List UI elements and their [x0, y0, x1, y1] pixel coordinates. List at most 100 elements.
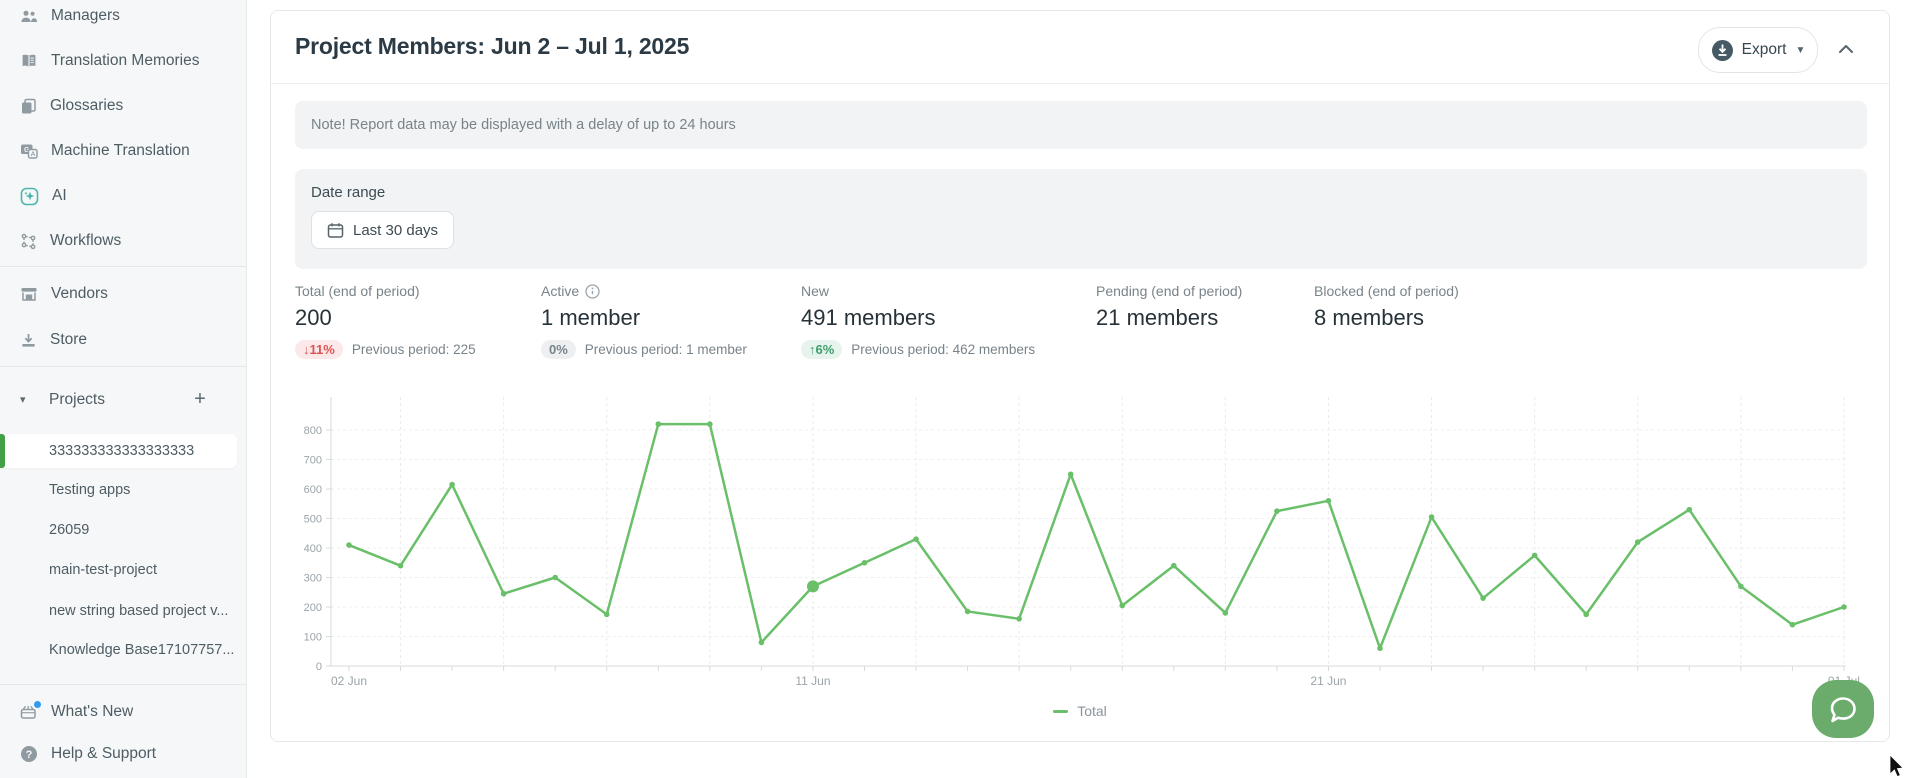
note-banner: Note! Report data may be displayed with …: [295, 101, 1867, 149]
note-text: Note! Report data may be displayed with …: [311, 117, 736, 133]
export-download-icon: [1711, 39, 1734, 62]
stat-total: Total (end of period) 200 ↓11% Previous …: [295, 283, 476, 359]
svg-text:400: 400: [304, 543, 322, 555]
projects-section-header: ▾ Projects +: [0, 378, 246, 422]
svg-text:700: 700: [304, 455, 322, 467]
workflows-icon: [20, 233, 37, 250]
sidebar-item-label: Vendors: [51, 285, 108, 302]
project-item-label: Knowledge Base17107757...: [49, 642, 235, 658]
svg-text:0: 0: [316, 661, 322, 673]
page-title: Project Members: Jun 2 – Jul 1, 2025: [295, 33, 690, 59]
stat-label: Blocked (end of period): [1314, 283, 1459, 299]
sidebar-item-glossaries[interactable]: Glossaries: [0, 84, 246, 128]
chart-legend-item[interactable]: Total: [271, 703, 1889, 719]
stat-value: 491 members: [801, 305, 936, 330]
sidebar-project-item[interactable]: Knowledge Base17107757...: [0, 630, 246, 670]
sidebar-project-item-selected[interactable]: 333333333333333333: [0, 434, 237, 468]
stat-new: New 491 members ↑6% Previous period: 462…: [801, 283, 1035, 359]
svg-text:A: A: [31, 151, 36, 158]
sidebar-item-whats-new[interactable]: What's New: [0, 690, 246, 734]
svg-text:800: 800: [304, 425, 322, 437]
sidebar-item-translation-memories[interactable]: Translation Memories: [0, 39, 246, 83]
sidebar-item-workflows[interactable]: Workflows: [0, 219, 246, 263]
project-item-label: Testing apps: [49, 482, 131, 498]
stat-active: Active 1 member 0% Previous period: 1 me…: [541, 283, 747, 359]
managers-icon: [20, 9, 38, 24]
chat-bubble-icon: [1830, 697, 1856, 723]
sidebar-item-vendors[interactable]: Vendors: [0, 272, 246, 316]
export-button[interactable]: Export ▼: [1698, 27, 1818, 73]
date-range-panel: Date range Last 30 days: [295, 169, 1867, 269]
svg-text:?: ?: [26, 749, 33, 761]
chevron-down-icon: ▼: [1795, 44, 1806, 56]
members-line-chart: 0 100 200 300 400 500 600 700 800 02 Jun 11 Jun 21 …: [304, 397, 1860, 688]
sidebar-item-label: Translation Memories: [51, 52, 200, 69]
previous-period: Previous period: 225: [351, 342, 476, 357]
project-item-label: new string based project v...: [49, 603, 229, 619]
previous-period: Previous period: 1 member: [584, 342, 747, 357]
sidebar-item-label: Workflows: [50, 232, 122, 249]
whats-new-icon: [20, 701, 41, 720]
svg-text:21 Jun: 21 Jun: [1310, 674, 1346, 688]
stat-value: 1 member: [541, 305, 641, 330]
sidebar-project-item[interactable]: Testing apps: [0, 470, 246, 510]
stat-pending: Pending (end of period) 21 members: [1096, 283, 1242, 331]
svg-text:500: 500: [304, 514, 322, 526]
sidebar-item-label: What's New: [51, 703, 134, 720]
divider: [271, 83, 1889, 84]
sidebar-item-label: Machine Translation: [51, 142, 190, 159]
previous-period: Previous period: 462 members: [851, 342, 1036, 357]
notification-dot: [34, 701, 41, 708]
stat-value: 21 members: [1096, 305, 1219, 330]
sidebar-project-item[interactable]: main-test-project: [0, 550, 246, 590]
sidebar-item-help-support[interactable]: ? Help & Support: [0, 732, 246, 776]
add-project-button[interactable]: +: [194, 387, 206, 410]
date-range-label: Date range: [311, 184, 386, 201]
store-icon: [20, 332, 37, 349]
stat-label: Active: [541, 283, 580, 299]
stat-label: New: [801, 283, 830, 299]
sidebar-item-label: Help & Support: [51, 745, 157, 762]
members-chart: 0 100 200 300 400 500 600 700 800 02 Jun 11 Jun 21 …: [281, 389, 1881, 705]
info-icon[interactable]: [585, 283, 600, 299]
stat-blocked: Blocked (end of period) 8 members: [1314, 283, 1459, 331]
svg-text:G: G: [24, 147, 30, 154]
project-item-label: 26059: [49, 522, 90, 538]
stat-value: 8 members: [1314, 305, 1425, 330]
sidebar-item-label: Store: [50, 331, 88, 348]
sidebar-item-label: Glossaries: [50, 97, 124, 114]
sidebar-item-managers[interactable]: Managers: [0, 0, 246, 38]
sidebar-project-item[interactable]: 26059: [0, 510, 246, 550]
chevron-down-icon[interactable]: ▾: [20, 394, 26, 406]
legend-label: Total: [1077, 703, 1107, 719]
vendors-icon: [20, 286, 38, 302]
divider: [0, 266, 246, 267]
svg-text:11 Jun: 11 Jun: [795, 674, 830, 688]
projects-header-label: Projects: [49, 391, 105, 408]
trend-badge: ↓11%: [295, 340, 343, 359]
chat-launcher-button[interactable]: [1812, 680, 1874, 738]
report-card: Project Members: Jun 2 – Jul 1, 2025 Exp…: [270, 10, 1890, 742]
date-range-value: Last 30 days: [353, 221, 439, 239]
ai-icon: [20, 187, 39, 206]
stat-label: Pending (end of period): [1096, 283, 1243, 299]
divider: [0, 684, 246, 685]
svg-text:100: 100: [304, 632, 322, 644]
collapse-panel-button[interactable]: [1831, 37, 1861, 61]
trend-badge: ↑6%: [801, 340, 843, 359]
svg-text:600: 600: [304, 484, 322, 496]
sidebar-item-ai[interactable]: AI: [0, 174, 246, 218]
date-range-button[interactable]: Last 30 days: [311, 211, 455, 249]
sidebar-item-label: Managers: [51, 7, 120, 24]
sidebar-item-store[interactable]: Store: [0, 318, 246, 362]
sidebar: Managers Translation Memories Glossaries…: [0, 0, 247, 778]
mouse-cursor: [1889, 754, 1913, 778]
project-item-label: main-test-project: [49, 562, 157, 578]
project-item-label: 333333333333333333: [49, 443, 195, 459]
sidebar-item-label: AI: [52, 187, 67, 204]
divider: [0, 366, 246, 367]
sidebar-project-item[interactable]: new string based project v...: [0, 591, 246, 631]
